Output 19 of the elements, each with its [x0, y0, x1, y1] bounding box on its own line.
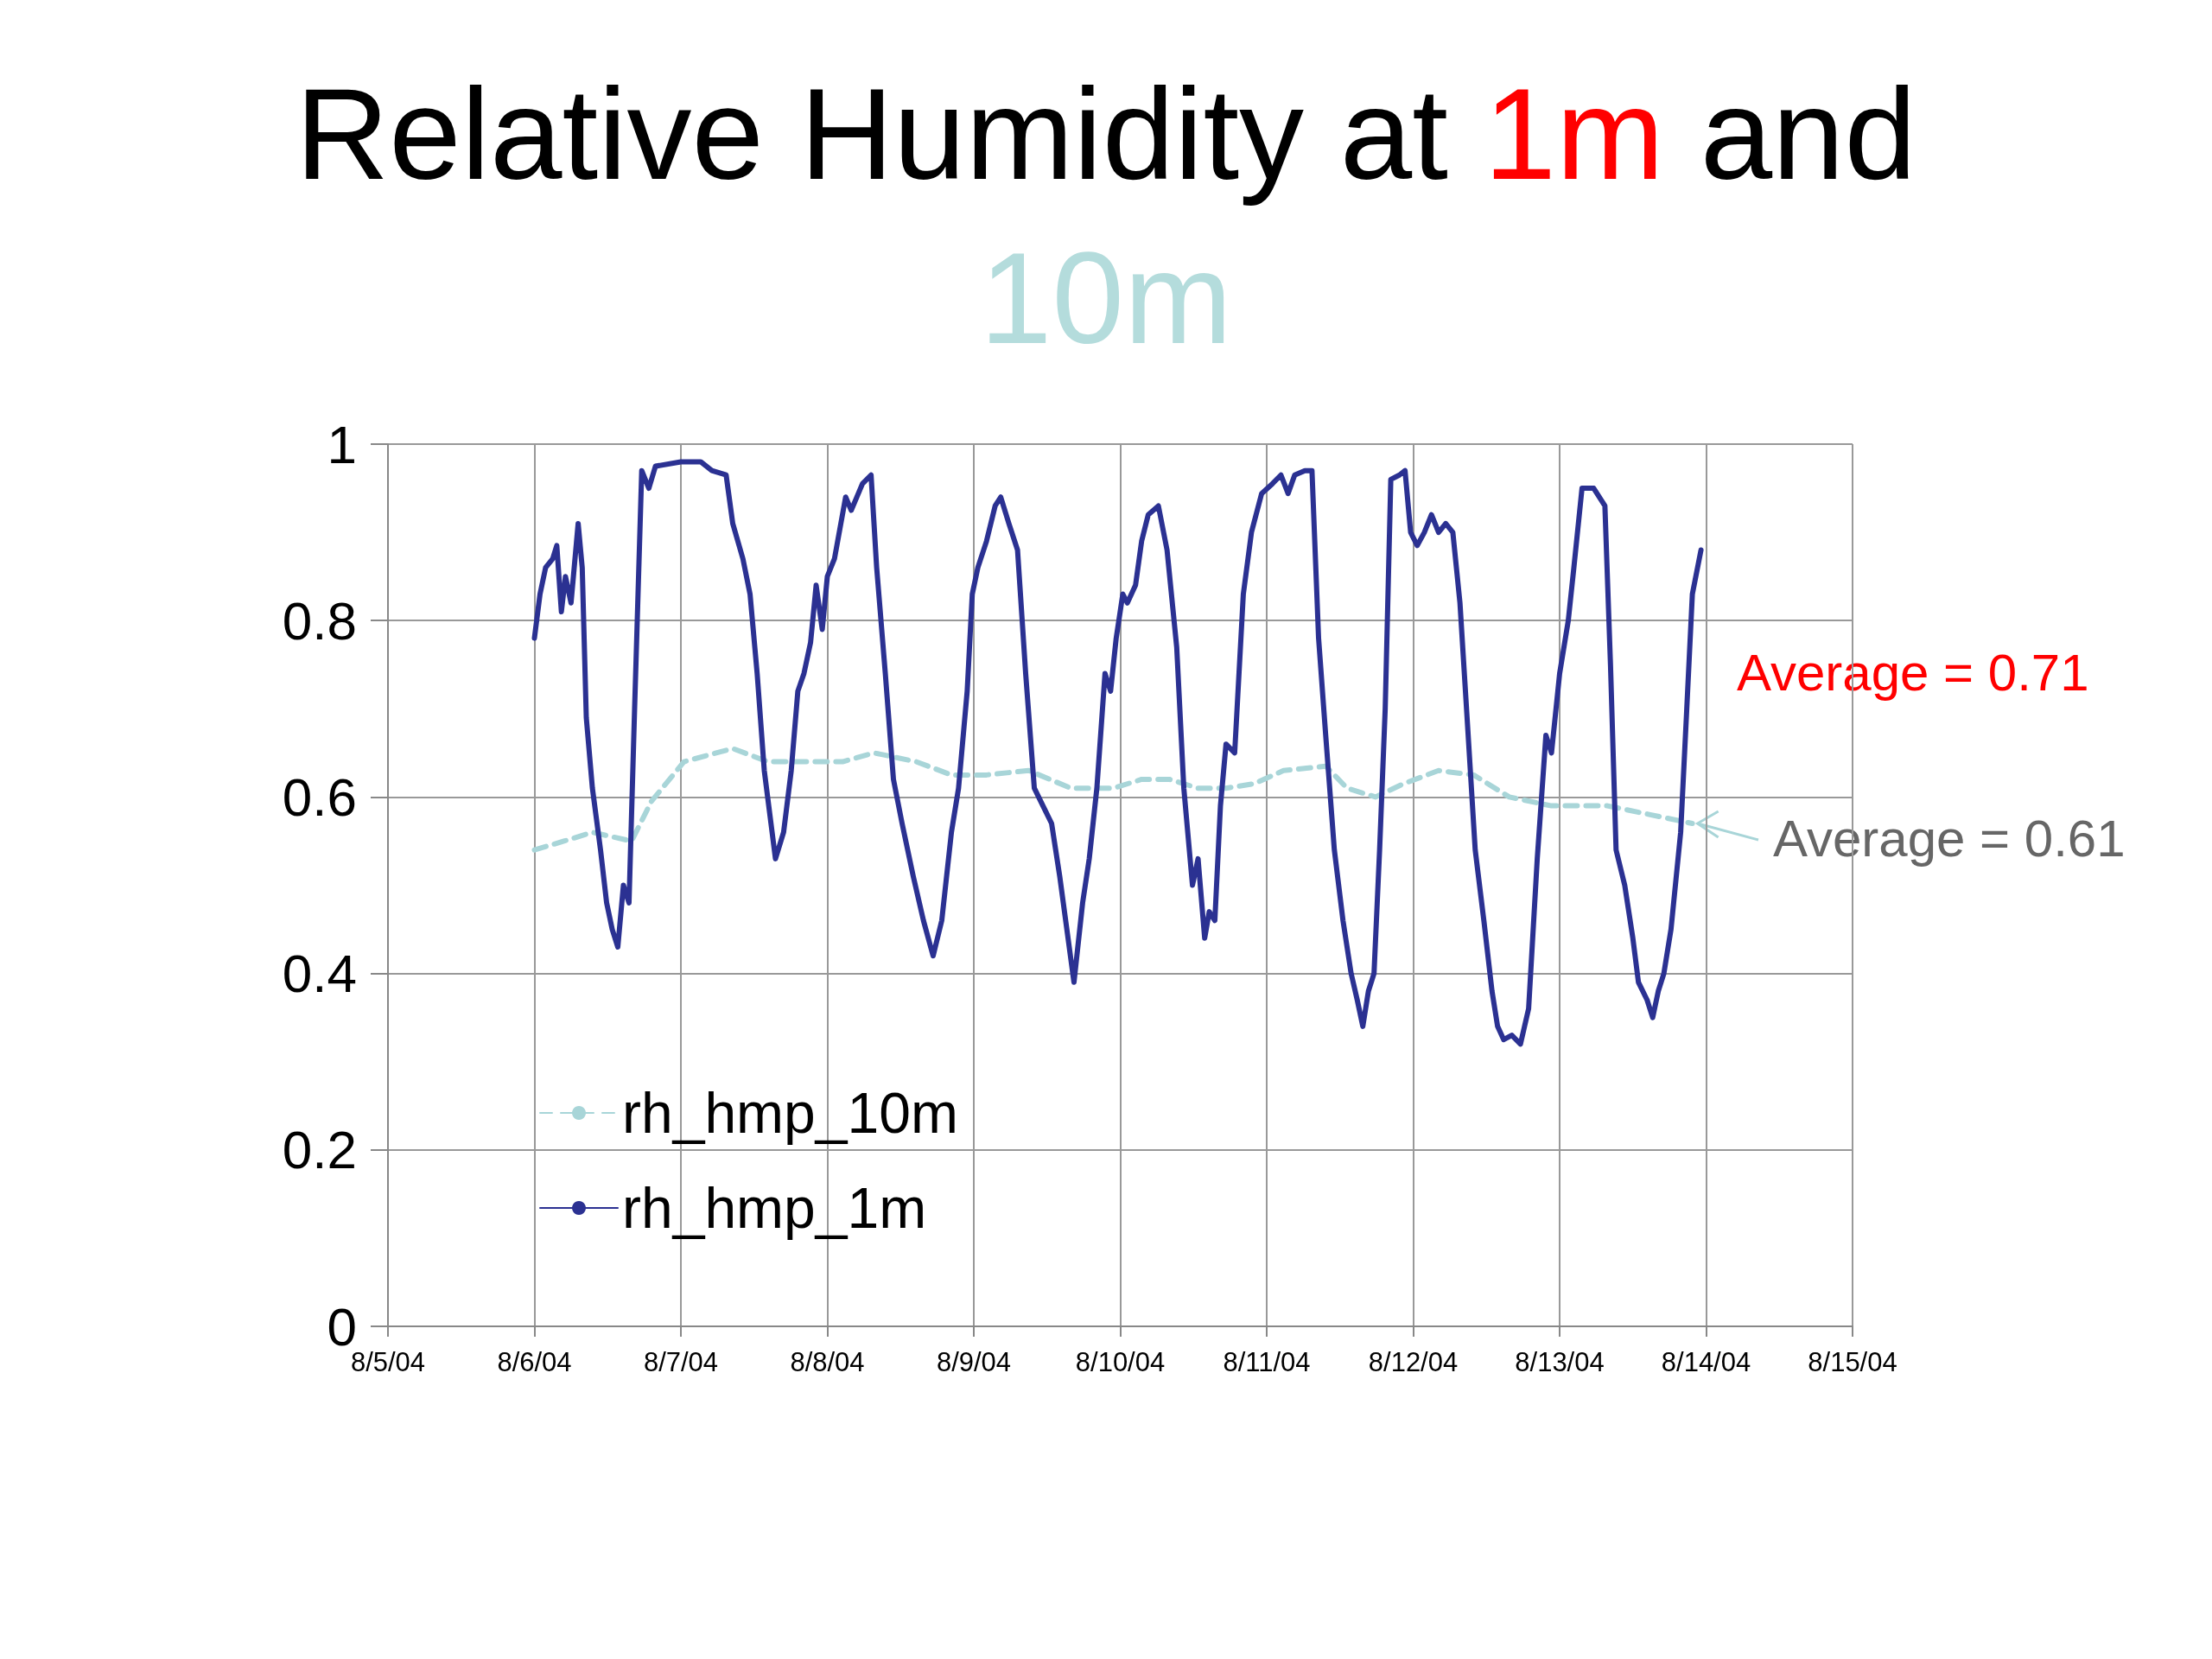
x-tick-label: 8/12/04: [1368, 1347, 1459, 1377]
chart-title: Relative Humidity at 1m and 10m: [296, 61, 1916, 371]
y-tick-label: 0.2: [282, 1120, 357, 1180]
x-tick-label: 8/15/04: [1808, 1347, 1897, 1377]
x-tick-label: 8/8/04: [790, 1347, 865, 1377]
x-tick-label: 8/10/04: [1075, 1347, 1166, 1377]
annotation: Average = 0.71: [1737, 643, 2089, 702]
x-tick-label: 8/9/04: [936, 1347, 1012, 1377]
y-tick-label: 0.8: [282, 590, 357, 651]
x-tick-label: 8/13/04: [1515, 1347, 1605, 1377]
x-tick-label: 8/6/04: [497, 1347, 572, 1377]
legend-label: rh_hmp_1m: [622, 1176, 927, 1240]
legend-label: rh_hmp_10m: [622, 1081, 958, 1145]
x-tick-label: 8/14/04: [1661, 1347, 1751, 1377]
x-tick-label: 8/11/04: [1223, 1347, 1311, 1377]
y-tick-label: 0.4: [282, 944, 357, 1004]
y-tick-label: 1: [327, 414, 357, 474]
y-tick-label: 0.6: [282, 766, 357, 827]
x-tick-label: 8/7/04: [643, 1347, 719, 1377]
